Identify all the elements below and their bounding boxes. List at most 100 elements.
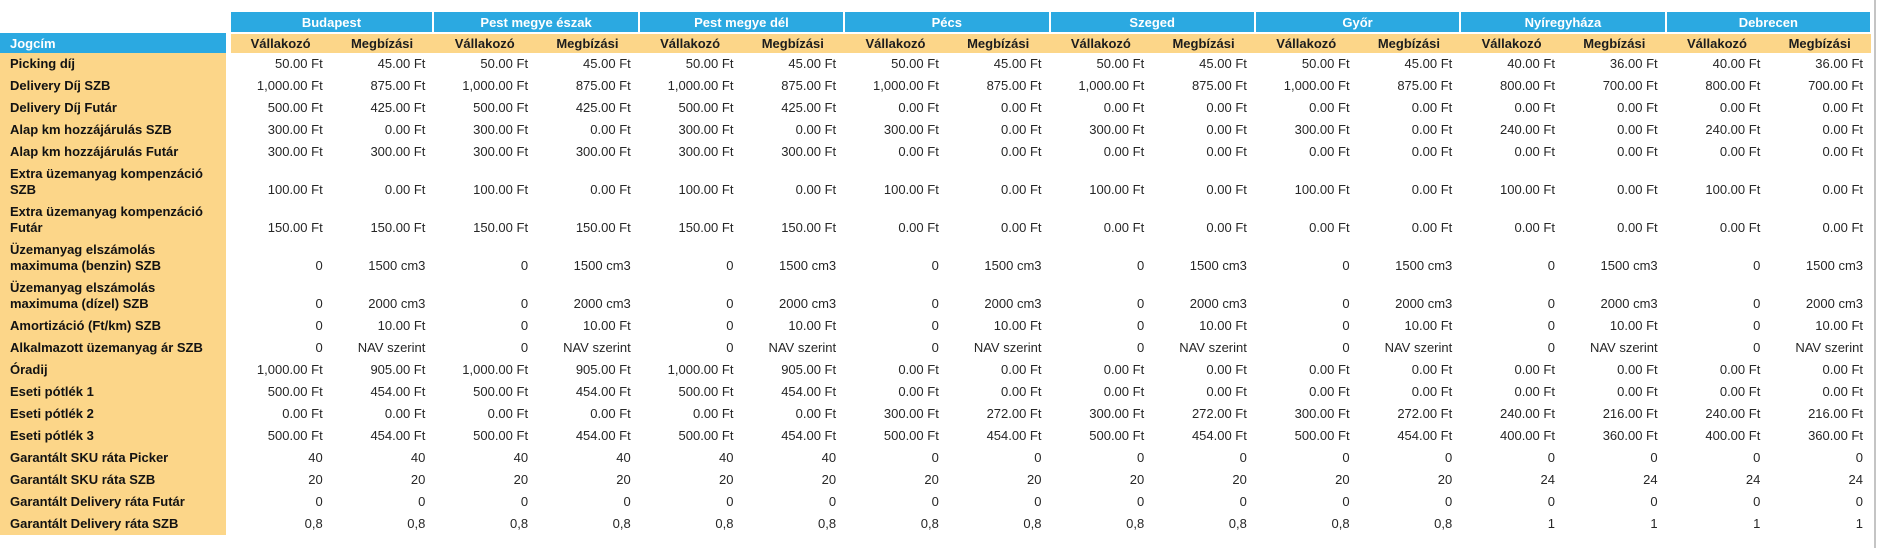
value-cell[interactable]: 0 <box>1460 239 1563 277</box>
value-cell[interactable]: 0.00 Ft <box>946 141 1050 163</box>
value-cell[interactable]: 0 <box>946 447 1050 469</box>
value-cell[interactable]: 20 <box>228 469 331 491</box>
value-cell[interactable]: 1500 cm3 <box>1562 239 1666 277</box>
value-cell[interactable]: 20 <box>638 469 742 491</box>
value-cell[interactable]: 425.00 Ft <box>741 97 845 119</box>
value-cell[interactable]: 0.00 Ft <box>946 381 1050 403</box>
value-cell[interactable]: 0.00 Ft <box>1254 141 1358 163</box>
value-cell[interactable]: 800.00 Ft <box>1460 75 1563 97</box>
value-cell[interactable]: 0.00 Ft <box>1254 381 1358 403</box>
row-label[interactable]: Alap km hozzájárulás SZB <box>0 119 231 141</box>
value-cell[interactable]: 20 <box>1049 469 1153 491</box>
value-cell[interactable]: 150.00 Ft <box>330 201 434 239</box>
value-cell[interactable]: 500.00 Ft <box>433 381 537 403</box>
value-cell[interactable]: 800.00 Ft <box>1665 75 1769 97</box>
jogcim-header[interactable]: Jogcím <box>0 33 231 53</box>
value-cell[interactable]: 0 <box>1254 337 1358 359</box>
value-cell[interactable]: 300.00 Ft <box>228 119 331 141</box>
value-cell[interactable]: 300.00 Ft <box>844 403 947 425</box>
row-label[interactable]: Óradij <box>0 359 231 381</box>
value-cell[interactable]: 150.00 Ft <box>433 201 537 239</box>
subheader-megbizasi[interactable]: Megbízási <box>536 33 639 53</box>
value-cell[interactable]: 1500 cm3 <box>946 239 1050 277</box>
value-cell[interactable]: 0,8 <box>1254 513 1358 535</box>
value-cell[interactable]: 0 <box>946 491 1050 513</box>
value-cell[interactable]: 36.00 Ft <box>1562 53 1666 75</box>
value-cell[interactable]: 0 <box>228 239 331 277</box>
value-cell[interactable]: 0.00 Ft <box>946 163 1050 201</box>
value-cell[interactable]: 0.00 Ft <box>1152 119 1255 141</box>
value-cell[interactable]: 875.00 Ft <box>741 75 845 97</box>
value-cell[interactable]: 1500 cm3 <box>1152 239 1255 277</box>
region-header-nyiregyhaza[interactable]: Nyíregyháza <box>1459 12 1667 34</box>
value-cell[interactable]: 1 <box>1562 513 1666 535</box>
value-cell[interactable]: 100.00 Ft <box>1460 163 1563 201</box>
value-cell[interactable]: 40.00 Ft <box>1460 53 1563 75</box>
value-cell[interactable]: 0 <box>228 337 331 359</box>
value-cell[interactable]: 360.00 Ft <box>1768 425 1871 447</box>
value-cell[interactable]: 1,000.00 Ft <box>228 75 331 97</box>
value-cell[interactable]: 0.00 Ft <box>1665 359 1769 381</box>
value-cell[interactable]: 0,8 <box>844 513 947 535</box>
value-cell[interactable]: 0.00 Ft <box>1562 381 1666 403</box>
value-cell[interactable]: 454.00 Ft <box>330 381 434 403</box>
value-cell[interactable]: 240.00 Ft <box>1665 403 1769 425</box>
value-cell[interactable]: 0 <box>1665 239 1769 277</box>
value-cell[interactable]: 36.00 Ft <box>1768 53 1871 75</box>
row-label[interactable]: Üzemanyag elszámolás maximuma (dízel) SZ… <box>0 277 231 315</box>
value-cell[interactable]: 0,8 <box>741 513 845 535</box>
value-cell[interactable]: 0 <box>228 491 331 513</box>
value-cell[interactable]: 0.00 Ft <box>1460 381 1563 403</box>
subheader-megbizasi[interactable]: Megbízási <box>1357 33 1461 53</box>
value-cell[interactable]: 0.00 Ft <box>844 359 947 381</box>
value-cell[interactable]: 0.00 Ft <box>1357 141 1461 163</box>
row-label[interactable]: Eseti pótlék 3 <box>0 425 231 447</box>
region-header-gyor[interactable]: Győr <box>1253 12 1462 34</box>
value-cell[interactable]: 0.00 Ft <box>1562 359 1666 381</box>
value-cell[interactable]: 0.00 Ft <box>433 403 537 425</box>
value-cell[interactable]: 2000 cm3 <box>1152 277 1255 315</box>
row-label[interactable]: Extra üzemanyag kompenzáció Futár <box>0 201 231 239</box>
value-cell[interactable]: 100.00 Ft <box>433 163 537 201</box>
value-cell[interactable]: 0 <box>1665 315 1769 337</box>
value-cell[interactable]: 0.00 Ft <box>1049 359 1153 381</box>
value-cell[interactable]: 0.00 Ft <box>1049 381 1153 403</box>
region-header-budapest[interactable]: Budapest <box>226 12 435 34</box>
value-cell[interactable]: 0.00 Ft <box>844 201 947 239</box>
value-cell[interactable]: 50.00 Ft <box>1254 53 1358 75</box>
value-cell[interactable]: NAV szerint <box>741 337 845 359</box>
subheader-megbizasi[interactable]: Megbízási <box>330 33 434 53</box>
value-cell[interactable]: 0.00 Ft <box>1049 141 1153 163</box>
value-cell[interactable]: 45.00 Ft <box>536 53 639 75</box>
value-cell[interactable]: 300.00 Ft <box>638 119 742 141</box>
value-cell[interactable]: 0.00 Ft <box>638 403 742 425</box>
value-cell[interactable]: 10.00 Ft <box>1562 315 1666 337</box>
value-cell[interactable]: 0 <box>844 491 947 513</box>
value-cell[interactable]: 0.00 Ft <box>741 119 845 141</box>
row-label[interactable]: Alkalmazott üzemanyag ár SZB <box>0 337 231 359</box>
value-cell[interactable]: 0 <box>638 337 742 359</box>
value-cell[interactable]: 40.00 Ft <box>1665 53 1769 75</box>
value-cell[interactable]: 300.00 Ft <box>741 141 845 163</box>
value-cell[interactable]: 10.00 Ft <box>946 315 1050 337</box>
value-cell[interactable]: 0 <box>330 491 434 513</box>
value-cell[interactable]: 1,000.00 Ft <box>844 75 947 97</box>
value-cell[interactable]: 40 <box>433 447 537 469</box>
value-cell[interactable]: 0 <box>1049 315 1153 337</box>
value-cell[interactable]: 0.00 Ft <box>1562 97 1666 119</box>
value-cell[interactable]: 0 <box>1562 447 1666 469</box>
value-cell[interactable]: 0.00 Ft <box>1665 141 1769 163</box>
value-cell[interactable]: 0 <box>433 277 537 315</box>
value-cell[interactable]: 0 <box>1049 447 1153 469</box>
subheader-vallakozo[interactable]: Vállakozó <box>1460 33 1563 53</box>
value-cell[interactable]: 272.00 Ft <box>1152 403 1255 425</box>
value-cell[interactable]: 216.00 Ft <box>1768 403 1871 425</box>
value-cell[interactable]: 0 <box>844 447 947 469</box>
region-header-pest-megye-del[interactable]: Pest megye dél <box>637 12 846 34</box>
value-cell[interactable]: 20 <box>536 469 639 491</box>
value-cell[interactable]: 400.00 Ft <box>1665 425 1769 447</box>
value-cell[interactable]: 45.00 Ft <box>946 53 1050 75</box>
value-cell[interactable]: 0 <box>741 491 845 513</box>
value-cell[interactable]: 50.00 Ft <box>433 53 537 75</box>
value-cell[interactable]: NAV szerint <box>330 337 434 359</box>
